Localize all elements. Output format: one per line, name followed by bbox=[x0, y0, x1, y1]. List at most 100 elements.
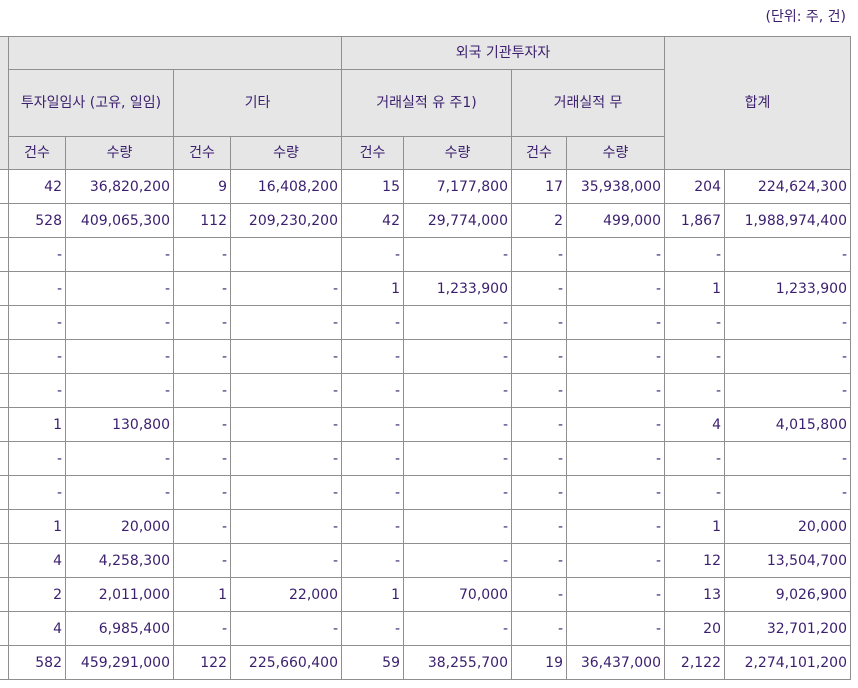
quantity-cell: 9,026,900 bbox=[724, 577, 851, 612]
row-cut-cell bbox=[0, 475, 9, 510]
quantity-cell: - bbox=[403, 237, 512, 272]
quantity-cell: - bbox=[403, 441, 512, 476]
quantity-cell: - bbox=[65, 237, 174, 272]
count-cell: 1 bbox=[173, 577, 231, 612]
quantity-cell: 209,230,200 bbox=[230, 203, 342, 238]
count-cell: - bbox=[511, 441, 567, 476]
count-cell: 17 bbox=[511, 169, 567, 204]
count-cell: - bbox=[341, 305, 404, 340]
header-count: 건수 bbox=[511, 136, 567, 170]
quantity-cell: - bbox=[230, 509, 342, 544]
quantity-cell: 16,408,200 bbox=[230, 169, 342, 204]
table-row: 4 6,985,400- - - - - -20 32,701,200 bbox=[0, 611, 851, 646]
quantity-cell: - bbox=[230, 407, 342, 442]
count-cell: 112 bbox=[173, 203, 231, 238]
quantity-cell: 13,504,700 bbox=[724, 543, 851, 578]
quantity-cell: - bbox=[65, 271, 174, 306]
quantity-cell: 29,774,000 bbox=[403, 203, 512, 238]
quantity-cell: 20,000 bbox=[724, 509, 851, 544]
count-cell: 204 bbox=[664, 169, 725, 204]
quantity-cell: - bbox=[566, 339, 665, 374]
count-cell: - bbox=[8, 441, 66, 476]
count-cell: 4 bbox=[8, 543, 66, 578]
quantity-cell: 130,800 bbox=[65, 407, 174, 442]
count-cell: 2,122 bbox=[664, 645, 725, 680]
count-cell: 2 bbox=[8, 577, 66, 612]
quantity-cell: - bbox=[65, 305, 174, 340]
count-cell: - bbox=[173, 237, 231, 272]
quantity-cell: 36,437,000 bbox=[566, 645, 665, 680]
count-cell: - bbox=[341, 237, 404, 272]
count-cell: - bbox=[341, 475, 404, 510]
count-cell: 582 bbox=[8, 645, 66, 680]
quantity-cell: 2,011,000 bbox=[65, 577, 174, 612]
table-row: 528 409,065,300 112 209,230,200 42 29,774,000… bbox=[0, 203, 851, 238]
count-cell: - bbox=[341, 543, 404, 578]
count-cell: 20 bbox=[664, 611, 725, 646]
quantity-cell: - bbox=[566, 373, 665, 408]
count-cell: 528 bbox=[8, 203, 66, 238]
quantity-cell: - bbox=[566, 611, 665, 646]
quantity-cell: 22,000 bbox=[230, 577, 342, 612]
header-quantity: 수량 bbox=[230, 136, 342, 170]
header-group-total: 합계 bbox=[664, 36, 851, 170]
quantity-cell: - bbox=[566, 543, 665, 578]
quantity-cell: 6,985,400 bbox=[65, 611, 174, 646]
table-row: - - - -1 1,233,900- -1 1,233,900 bbox=[0, 271, 851, 306]
quantity-cell: - bbox=[230, 611, 342, 646]
count-cell: - bbox=[8, 339, 66, 374]
investor-table: 외국 기관투자자 합계 투자일임사 (고유, 일임) 기타 거래실적 유 주1)… bbox=[0, 36, 851, 680]
table-row: ---------- bbox=[0, 475, 851, 510]
quantity-cell: - bbox=[230, 441, 342, 476]
table-row: ---------- bbox=[0, 373, 851, 408]
count-cell: 9 bbox=[173, 169, 231, 204]
quantity-cell: 1,233,900 bbox=[403, 271, 512, 306]
count-cell: - bbox=[664, 441, 725, 476]
count-cell: 13 bbox=[664, 577, 725, 612]
count-cell: - bbox=[511, 475, 567, 510]
quantity-cell: 224,624,300 bbox=[724, 169, 851, 204]
quantity-cell: - bbox=[724, 475, 851, 510]
header-cut-cell bbox=[0, 36, 9, 170]
table-row: 42 36,820,200 9 16,408,200 15 7,177,800 17 35,9… bbox=[0, 169, 851, 204]
row-cut-cell bbox=[0, 543, 9, 578]
row-cut-cell bbox=[0, 611, 9, 646]
count-cell: - bbox=[511, 271, 567, 306]
row-cut-cell bbox=[0, 645, 9, 680]
count-cell: - bbox=[511, 339, 567, 374]
quantity-cell: - bbox=[65, 441, 174, 476]
header-count: 건수 bbox=[341, 136, 404, 170]
quantity-cell: - bbox=[566, 271, 665, 306]
header-trade-record-no: 거래실적 무 bbox=[511, 69, 665, 137]
count-cell: - bbox=[664, 305, 725, 340]
row-cut-cell bbox=[0, 271, 9, 306]
header-quantity: 수량 bbox=[566, 136, 665, 170]
table-row: ---------- bbox=[0, 339, 851, 374]
table-row: 2 2,011,000 1 22,000 1 70,000- -13 9,026,900 bbox=[0, 577, 851, 612]
count-cell: - bbox=[511, 237, 567, 272]
count-cell: - bbox=[173, 305, 231, 340]
quantity-cell: - bbox=[566, 407, 665, 442]
quantity-cell: - bbox=[65, 339, 174, 374]
quantity-cell: - bbox=[403, 339, 512, 374]
quantity-cell: - bbox=[65, 475, 174, 510]
table-row: 1 20,000- - - - - -1 20,000 bbox=[0, 509, 851, 544]
count-cell: - bbox=[341, 407, 404, 442]
quantity-cell: - bbox=[230, 305, 342, 340]
header-other: 기타 bbox=[173, 69, 342, 137]
count-cell: - bbox=[8, 271, 66, 306]
table-row: 1 130,800- - - - - -4 4,015,800 bbox=[0, 407, 851, 442]
table-row: ---------- bbox=[0, 441, 851, 476]
table-row: ---------- bbox=[0, 305, 851, 340]
header-quantity: 수량 bbox=[403, 136, 512, 170]
row-cut-cell bbox=[0, 305, 9, 340]
count-cell: - bbox=[341, 509, 404, 544]
count-cell: - bbox=[511, 305, 567, 340]
row-cut-cell bbox=[0, 441, 9, 476]
count-cell: - bbox=[173, 407, 231, 442]
quantity-cell: 1,233,900 bbox=[724, 271, 851, 306]
quantity-cell: 4,258,300 bbox=[65, 543, 174, 578]
quantity-cell: - bbox=[724, 305, 851, 340]
count-cell: 59 bbox=[341, 645, 404, 680]
count-cell: - bbox=[511, 577, 567, 612]
